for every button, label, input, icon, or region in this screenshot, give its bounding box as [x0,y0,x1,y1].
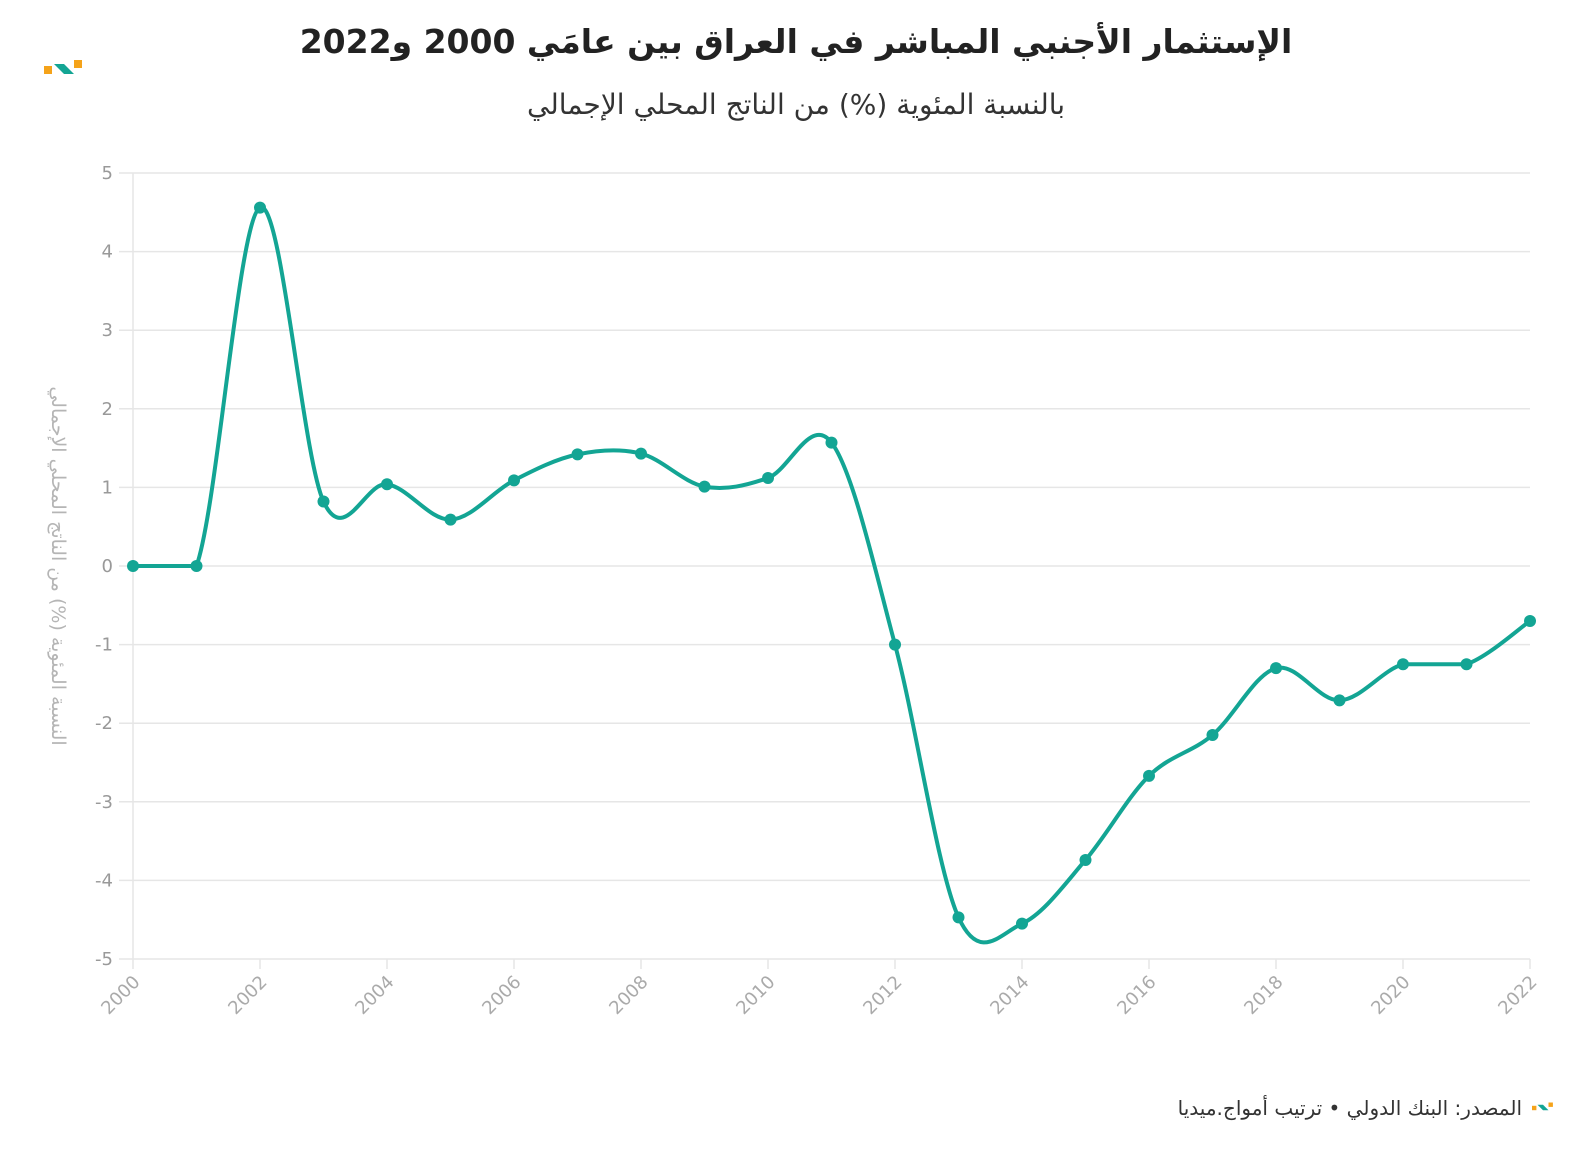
data-point-2005[interactable] [444,513,457,526]
x-tick-label: 2012 [859,972,906,1019]
series-line-fdi [131,205,1532,945]
x-tick-label: 2002 [224,972,271,1019]
logo-orange-square [44,66,52,74]
y-tick-label: 5 [102,163,113,184]
data-point-2006[interactable] [508,474,520,487]
y-axis-label: النسبة المئوية (%) من الناتج المحلي الإج… [47,386,69,745]
x-tick-label: 2018 [1240,972,1287,1019]
x-tick-label: 2020 [1367,972,1414,1019]
data-point-2017[interactable] [1206,728,1219,741]
data-point-2019[interactable] [1333,694,1346,707]
y-tick-label: -5 [95,949,113,970]
data-point-2008[interactable] [635,447,647,460]
data-point-2016[interactable] [1143,769,1155,782]
x-tick-label: 2014 [986,972,1033,1019]
y-tick-label: 3 [102,320,113,341]
data-point-2003[interactable] [317,495,330,508]
data-point-2013[interactable] [952,911,965,924]
data-point-2007[interactable] [571,448,584,461]
data-point-2012[interactable] [889,638,901,651]
x-tick-label: 2006 [478,972,525,1019]
x-tick-label: 2000 [97,972,144,1019]
grid-layer [119,172,1530,960]
data-point-2001[interactable] [190,560,203,572]
logo-orange-square-2 [74,60,82,68]
data-points [127,201,1536,930]
data-point-2004[interactable] [381,478,393,491]
y-tick-label: 1 [102,477,113,498]
data-point-2022[interactable] [1524,615,1536,628]
y-tick-label: 4 [102,242,113,263]
y-tick-label: -3 [95,792,113,813]
y-tick-label: -4 [95,870,113,891]
data-point-2014[interactable] [1016,917,1028,930]
y-axis: -5 -4 -3 -2 -1 0 1 2 3 4 5 [95,163,113,970]
x-tick-label: 2022 [1494,972,1541,1019]
data-point-2011[interactable] [825,436,838,449]
data-point-2009[interactable] [698,480,711,493]
footer-logo-icon [1532,1102,1553,1111]
data-point-2002[interactable] [254,201,266,214]
brand-logo-icon [44,60,82,74]
source-note: المصدر: البنك الدولي • ترتيب أمواج.ميديا [1177,1096,1522,1120]
x-axis: 2000 2002 2004 2006 2008 2010 2012 2014 2016 2018… [97,959,1542,1019]
y-tick-label: 2 [102,399,113,420]
x-tick-label: 2004 [351,972,398,1019]
y-tick-label: -2 [95,713,113,734]
y-tick-label: 0 [102,556,113,577]
data-point-2015[interactable] [1079,853,1092,866]
data-point-2020[interactable] [1397,658,1409,671]
data-point-2018[interactable] [1270,662,1282,675]
data-point-2010[interactable] [762,471,774,484]
y-tick-label: -1 [95,635,113,656]
x-tick-label: 2010 [732,972,779,1019]
line-chart: -5 -4 -3 -2 -1 0 1 2 3 4 5 2000 2002 2004 2006 2008 201… [47,163,1542,1019]
x-tick-label: 2008 [605,972,652,1019]
footer: المصدر: البنك الدولي • ترتيب أمواج.ميديا [1178,1096,1554,1120]
x-tick-label: 2016 [1113,972,1160,1019]
chart-title: الإستثمار الأجنبي المباشر في العراق بين … [299,22,1293,61]
data-point-2021[interactable] [1460,658,1473,671]
logo-teal-mark [54,64,74,74]
data-point-2000[interactable] [127,560,139,572]
chart-subtitle: بالنسبة المئوية (%) من الناتج المحلي الإ… [526,88,1066,121]
